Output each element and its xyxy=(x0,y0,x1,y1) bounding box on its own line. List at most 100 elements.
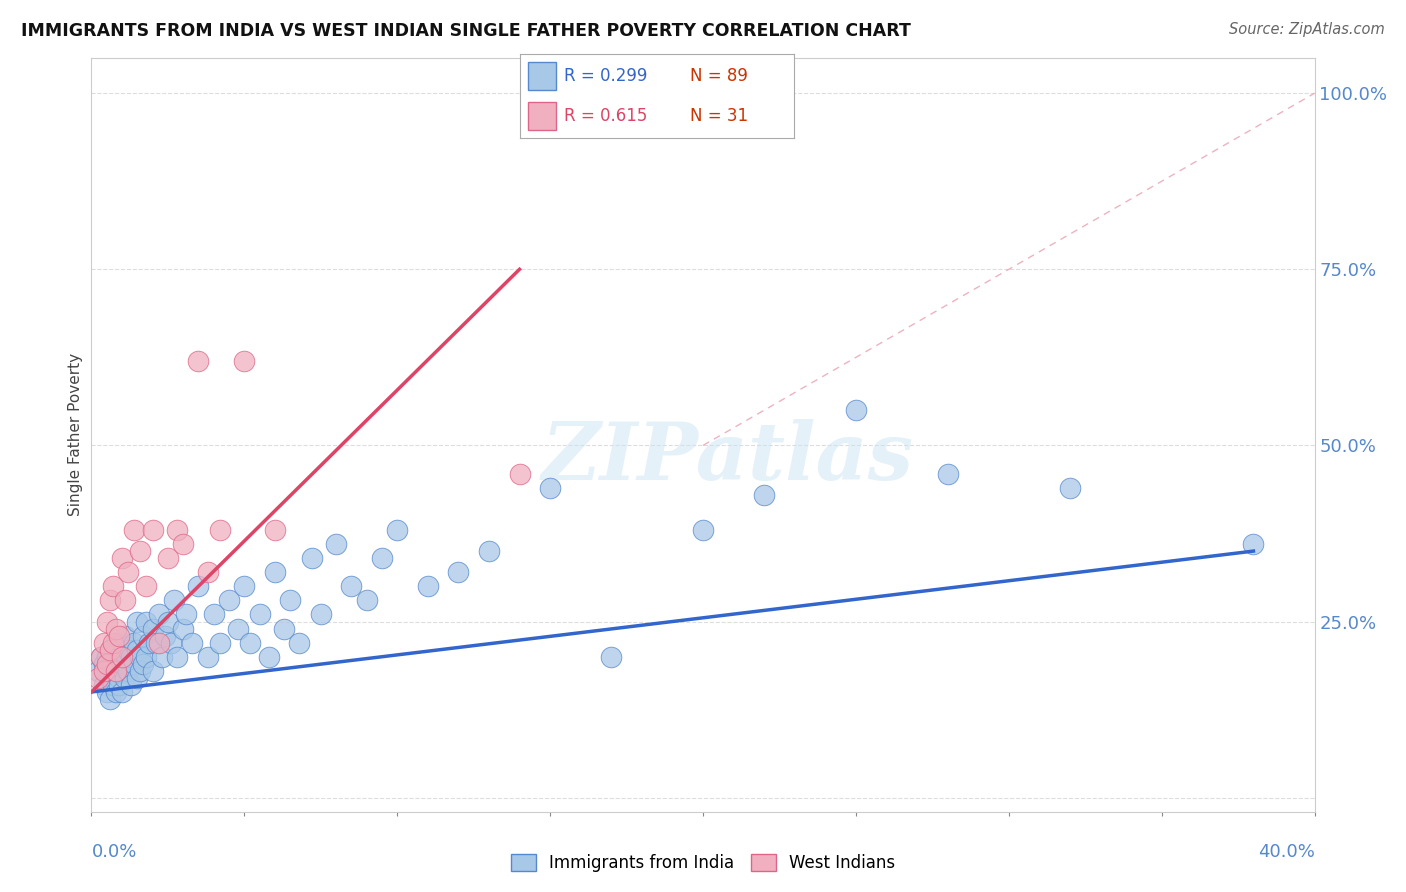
Immigrants from India xyxy=(108,678,131,692)
Immigrants from India xyxy=(202,607,225,622)
West Indians xyxy=(187,354,209,368)
Immigrants from India xyxy=(114,671,136,685)
Immigrants from India xyxy=(1059,481,1081,495)
Immigrants from India xyxy=(273,622,295,636)
Immigrants from India xyxy=(101,649,124,664)
Immigrants from India xyxy=(90,649,112,664)
Immigrants from India xyxy=(98,692,121,706)
Immigrants from India xyxy=(122,657,145,671)
Immigrants from India xyxy=(98,642,121,657)
Bar xyxy=(529,62,555,90)
Immigrants from India xyxy=(340,579,363,593)
Immigrants from India xyxy=(108,671,131,685)
Immigrants from India xyxy=(233,579,256,593)
Immigrants from India xyxy=(187,579,209,593)
Y-axis label: Single Father Poverty: Single Father Poverty xyxy=(67,353,83,516)
West Indians xyxy=(208,523,231,537)
Text: 0.0%: 0.0% xyxy=(91,843,136,861)
Immigrants from India xyxy=(936,467,959,481)
Immigrants from India xyxy=(104,685,127,699)
West Indians xyxy=(166,523,188,537)
Immigrants from India xyxy=(301,551,323,566)
Immigrants from India xyxy=(104,635,127,649)
Immigrants from India xyxy=(163,593,186,607)
West Indians xyxy=(148,635,170,649)
West Indians xyxy=(135,579,157,593)
Immigrants from India xyxy=(86,664,108,678)
Immigrants from India xyxy=(845,403,868,417)
Immigrants from India xyxy=(135,615,157,629)
Text: N = 31: N = 31 xyxy=(690,107,748,125)
Immigrants from India xyxy=(96,649,118,664)
Immigrants from India xyxy=(98,671,121,685)
Immigrants from India xyxy=(538,481,561,495)
Immigrants from India xyxy=(129,649,152,664)
West Indians xyxy=(108,629,131,643)
Immigrants from India xyxy=(257,649,280,664)
Legend: Immigrants from India, West Indians: Immigrants from India, West Indians xyxy=(503,847,903,879)
Immigrants from India xyxy=(166,649,188,664)
Immigrants from India xyxy=(145,635,167,649)
Immigrants from India xyxy=(114,649,136,664)
Text: Source: ZipAtlas.com: Source: ZipAtlas.com xyxy=(1229,22,1385,37)
West Indians xyxy=(117,565,139,579)
Immigrants from India xyxy=(104,642,127,657)
Immigrants from India xyxy=(385,523,409,537)
Immigrants from India xyxy=(278,593,301,607)
Immigrants from India xyxy=(96,685,118,699)
Immigrants from India xyxy=(101,671,124,685)
Immigrants from India xyxy=(114,629,136,643)
Immigrants from India xyxy=(1243,537,1265,551)
West Indians xyxy=(101,635,124,649)
Text: R = 0.615: R = 0.615 xyxy=(564,107,647,125)
Immigrants from India xyxy=(120,649,142,664)
Immigrants from India xyxy=(150,649,173,664)
Immigrants from India xyxy=(111,635,134,649)
Immigrants from India xyxy=(148,607,170,622)
Immigrants from India xyxy=(478,544,501,558)
Immigrants from India xyxy=(325,537,347,551)
West Indians xyxy=(111,551,134,566)
West Indians xyxy=(86,671,108,685)
Immigrants from India xyxy=(117,642,139,657)
Immigrants from India xyxy=(153,629,176,643)
West Indians xyxy=(93,664,115,678)
West Indians xyxy=(104,664,127,678)
Immigrants from India xyxy=(138,635,160,649)
Immigrants from India xyxy=(416,579,439,593)
West Indians xyxy=(98,593,121,607)
Immigrants from India xyxy=(104,664,127,678)
West Indians xyxy=(90,649,112,664)
West Indians xyxy=(509,467,531,481)
West Indians xyxy=(172,537,194,551)
Bar xyxy=(529,102,555,130)
Immigrants from India xyxy=(135,649,157,664)
West Indians xyxy=(141,523,163,537)
West Indians xyxy=(233,354,256,368)
Immigrants from India xyxy=(93,678,115,692)
Immigrants from India xyxy=(117,664,139,678)
Immigrants from India xyxy=(309,607,332,622)
West Indians xyxy=(114,593,136,607)
Immigrants from India xyxy=(600,649,623,664)
Immigrants from India xyxy=(174,607,197,622)
Immigrants from India xyxy=(249,607,271,622)
Immigrants from India xyxy=(226,622,249,636)
Immigrants from India xyxy=(108,649,131,664)
West Indians xyxy=(98,642,121,657)
Immigrants from India xyxy=(101,657,124,671)
Immigrants from India xyxy=(160,635,183,649)
West Indians xyxy=(197,565,219,579)
Text: ZIPatlas: ZIPatlas xyxy=(541,418,914,496)
West Indians xyxy=(129,544,152,558)
Immigrants from India xyxy=(96,664,118,678)
Immigrants from India xyxy=(447,565,470,579)
Text: 40.0%: 40.0% xyxy=(1258,843,1315,861)
Immigrants from India xyxy=(754,488,776,502)
Immigrants from India xyxy=(208,635,231,649)
West Indians xyxy=(111,649,134,664)
Immigrants from India xyxy=(239,635,262,649)
Immigrants from India xyxy=(264,565,287,579)
Immigrants from India xyxy=(127,642,149,657)
Immigrants from India xyxy=(93,657,115,671)
